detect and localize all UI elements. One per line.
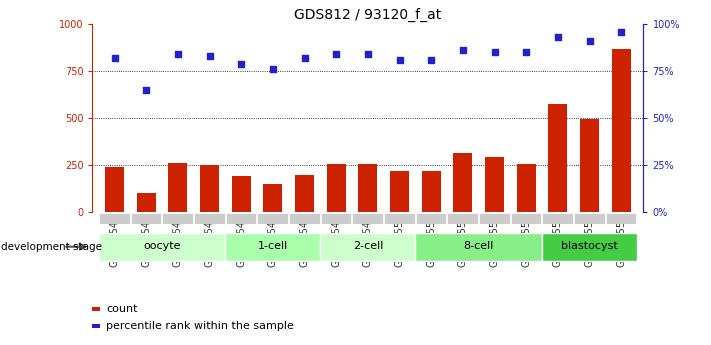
Bar xyxy=(580,119,599,212)
Text: development stage: development stage xyxy=(1,241,102,252)
Text: oocyte: oocyte xyxy=(144,241,181,251)
Bar xyxy=(105,167,124,212)
Bar xyxy=(353,213,383,224)
Text: 8-cell: 8-cell xyxy=(464,241,494,251)
Point xyxy=(520,50,532,55)
Bar xyxy=(137,193,156,212)
Point xyxy=(552,34,564,40)
Point xyxy=(584,38,595,44)
Bar xyxy=(611,49,631,212)
Bar xyxy=(574,213,605,224)
Bar xyxy=(162,213,193,224)
Point xyxy=(172,51,183,57)
Bar xyxy=(384,213,415,224)
Bar xyxy=(289,213,320,224)
Point xyxy=(363,51,374,57)
Point xyxy=(616,29,627,34)
Bar xyxy=(485,157,504,212)
Bar xyxy=(548,104,567,212)
Point xyxy=(299,55,310,61)
Bar xyxy=(321,233,415,261)
Bar xyxy=(321,213,351,224)
Point xyxy=(426,57,437,63)
Bar xyxy=(169,163,188,212)
Point xyxy=(235,61,247,66)
Bar xyxy=(226,213,257,224)
Text: 2-cell: 2-cell xyxy=(353,241,383,251)
Point xyxy=(394,57,405,63)
Bar xyxy=(194,213,225,224)
Bar xyxy=(99,213,130,224)
Bar xyxy=(358,164,378,212)
Bar xyxy=(225,233,321,261)
Bar xyxy=(416,213,447,224)
Bar xyxy=(542,213,573,224)
Bar xyxy=(606,213,636,224)
Text: count: count xyxy=(106,304,137,314)
Bar xyxy=(422,171,441,212)
Bar xyxy=(415,233,542,261)
Bar xyxy=(447,213,479,224)
Bar xyxy=(232,176,251,212)
Bar xyxy=(99,233,225,261)
Bar xyxy=(295,175,314,212)
Bar xyxy=(327,164,346,212)
Bar xyxy=(454,153,472,212)
Bar xyxy=(200,165,219,212)
Bar xyxy=(479,213,510,224)
Point xyxy=(141,87,152,93)
Point xyxy=(331,51,342,57)
Point xyxy=(204,53,215,59)
Text: blastocyst: blastocyst xyxy=(561,241,618,251)
Point xyxy=(267,67,279,72)
Point xyxy=(489,50,501,55)
Title: GDS812 / 93120_f_at: GDS812 / 93120_f_at xyxy=(294,8,442,22)
Bar xyxy=(264,184,282,212)
Text: 1-cell: 1-cell xyxy=(258,241,288,251)
Bar xyxy=(517,164,536,212)
Text: percentile rank within the sample: percentile rank within the sample xyxy=(106,321,294,331)
Bar xyxy=(390,171,409,212)
Point xyxy=(457,48,469,53)
Bar xyxy=(257,213,288,224)
Bar xyxy=(542,233,637,261)
Bar xyxy=(510,213,542,224)
Point xyxy=(109,55,120,61)
Bar xyxy=(131,213,161,224)
